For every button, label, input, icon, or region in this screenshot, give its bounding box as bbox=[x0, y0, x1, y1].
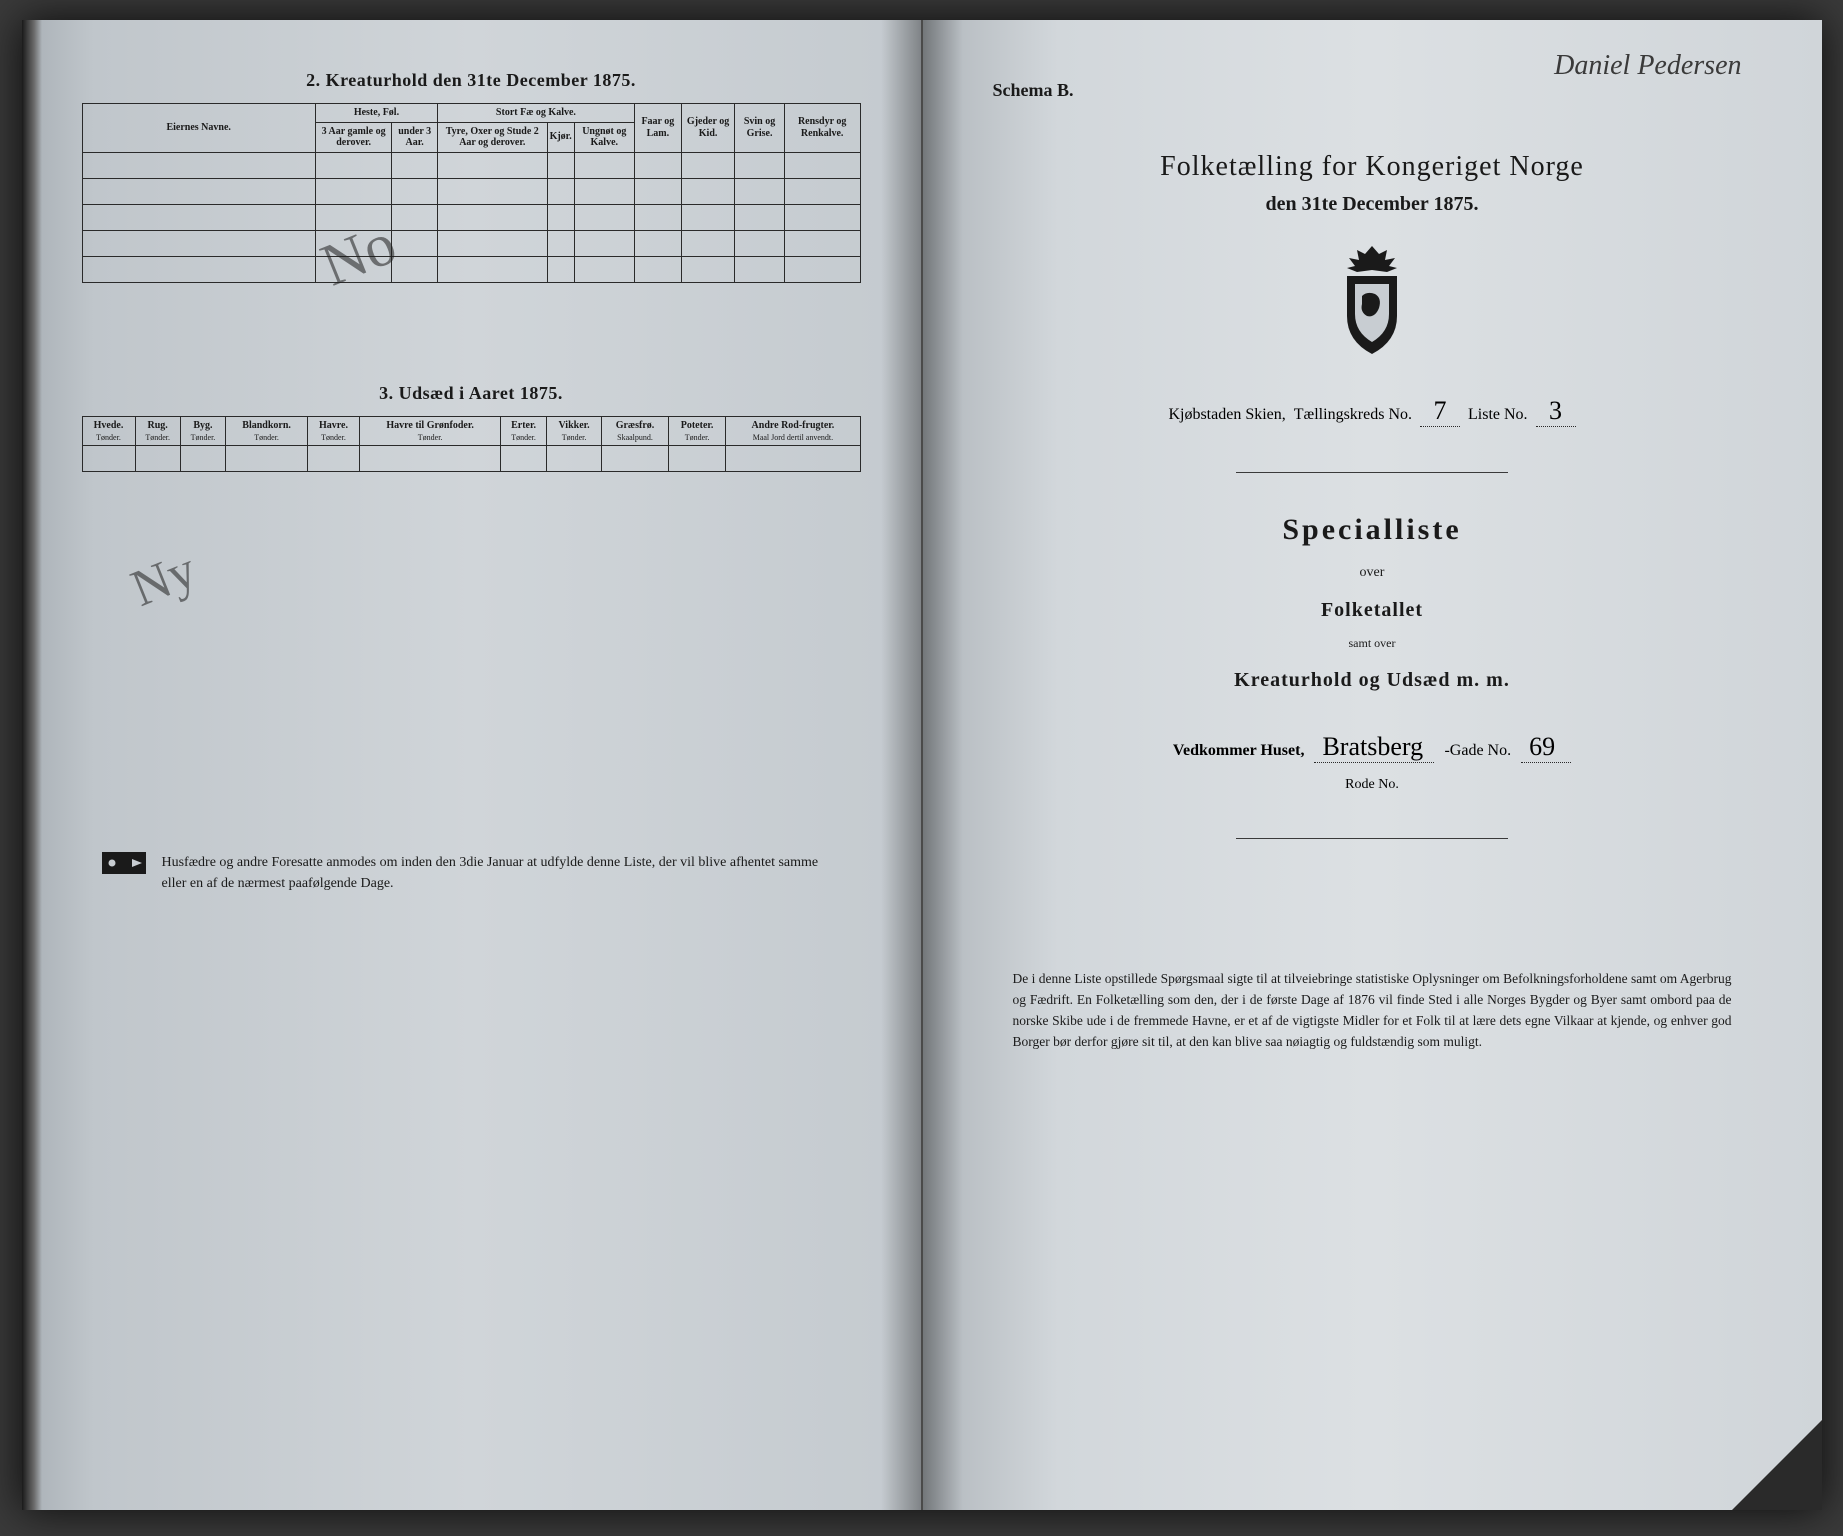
pointing-hand-icon bbox=[102, 852, 146, 874]
place-prefix: Kjøbstaden Skien, bbox=[1168, 406, 1285, 424]
census-title: Folketælling for Kongeriget Norge bbox=[983, 151, 1762, 183]
seed-col: Vikker.Tønder. bbox=[546, 416, 601, 446]
col-h1: 3 Aar gamle og derover. bbox=[315, 122, 391, 152]
col-c1: Tyre, Oxer og Stude 2 Aar og derover. bbox=[438, 122, 548, 152]
table-row bbox=[82, 230, 315, 256]
seed-col: Rug.Tønder. bbox=[135, 416, 180, 446]
section2-title: 2. Kreaturhold den 31te December 1875. bbox=[82, 70, 861, 91]
samt-label: samt over bbox=[983, 636, 1762, 651]
col-owner: Eiernes Navne. bbox=[82, 104, 315, 153]
census-date: den 31te December 1875. bbox=[983, 193, 1762, 216]
seed-col: Græsfrø.Skaalpund. bbox=[602, 416, 669, 446]
grp-horses: Heste, Føl. bbox=[315, 104, 437, 123]
page-fold bbox=[1732, 1420, 1822, 1510]
count-label: Tællingskreds No. bbox=[1294, 406, 1412, 424]
table-row bbox=[82, 256, 315, 282]
col-pigs: Svin og Grise. bbox=[735, 104, 785, 153]
seed-header-row: Hvede.Tønder. Rug.Tønder. Byg.Tønder. Bl… bbox=[82, 416, 860, 446]
seed-col: Andre Rod-frugter.Maal Jord dertil anven… bbox=[726, 416, 860, 446]
over-label: over bbox=[983, 565, 1762, 581]
house-line: Vedkommer Huset, Bratsberg -Gade No. 69 bbox=[983, 732, 1762, 763]
col-reindeer: Rensdyr og Renkalve. bbox=[784, 104, 860, 153]
right-page: Daniel Pedersen Schema B. Folketælling f… bbox=[923, 20, 1822, 1510]
col-c3: Ungnøt og Kalve. bbox=[574, 122, 634, 152]
seed-col: Erter.Tønder. bbox=[501, 416, 547, 446]
schema-label: Schema B. bbox=[993, 80, 1762, 101]
seed-col: Hvede.Tønder. bbox=[82, 416, 135, 446]
list-number: 3 bbox=[1536, 396, 1576, 427]
seed-col: Havre til Grønfoder.Tønder. bbox=[359, 416, 500, 446]
house-number: 69 bbox=[1521, 732, 1571, 763]
seed-table: Hvede.Tønder. Rug.Tønder. Byg.Tønder. Bl… bbox=[82, 416, 861, 473]
seed-col: Blandkorn.Tønder. bbox=[226, 416, 308, 446]
table-row bbox=[82, 152, 315, 178]
col-sheep: Faar og Lam. bbox=[634, 104, 681, 153]
gade-label: -Gade No. bbox=[1444, 742, 1511, 760]
explanatory-paragraph: De i denne Liste opstillede Spørgsmaal s… bbox=[983, 969, 1762, 1053]
document-spread: 2. Kreaturhold den 31te December 1875. E… bbox=[22, 20, 1822, 1510]
street-name: Bratsberg bbox=[1314, 732, 1434, 763]
col-c2: Kjør. bbox=[547, 122, 574, 152]
divider bbox=[1236, 472, 1509, 473]
count-number: 7 bbox=[1420, 396, 1460, 427]
col-goats: Gjeder og Kid. bbox=[681, 104, 734, 153]
handwritten-name: Daniel Pedersen bbox=[1554, 50, 1741, 82]
footnote-text: Husfædre og andre Foresatte anmodes om i… bbox=[162, 852, 841, 894]
left-page: 2. Kreaturhold den 31te December 1875. E… bbox=[22, 20, 923, 1510]
seed-col: Byg.Tønder. bbox=[180, 416, 225, 446]
table-row bbox=[82, 178, 315, 204]
folketallet-label: Folketallet bbox=[983, 599, 1762, 622]
list-label: Liste No. bbox=[1468, 406, 1528, 424]
handwritten-scrawl-2: Ny bbox=[123, 540, 204, 619]
kreatur-label: Kreaturhold og Udsæd m. m. bbox=[983, 669, 1762, 692]
spine-shadow bbox=[881, 20, 921, 1510]
table-row bbox=[82, 204, 315, 230]
grp-cattle: Stort Fæ og Kalve. bbox=[438, 104, 635, 123]
spine-shadow bbox=[923, 20, 963, 1510]
table-row bbox=[82, 446, 135, 472]
specialliste-title: Specialliste bbox=[983, 513, 1762, 547]
district-line: Kjøbstaden Skien, Tællingskreds No. 7 Li… bbox=[983, 396, 1762, 427]
footnote-row: Husfædre og andre Foresatte anmodes om i… bbox=[82, 852, 861, 894]
section3-title: 3. Udsæd i Aaret 1875. bbox=[82, 383, 861, 404]
seed-col: Havre.Tønder. bbox=[308, 416, 360, 446]
coat-of-arms-icon bbox=[1327, 246, 1417, 356]
rode-label: Rode No. bbox=[983, 777, 1762, 793]
vedkommer-label: Vedkommer Huset, bbox=[1173, 742, 1305, 760]
livestock-table: Eiernes Navne. Heste, Føl. Stort Fæ og K… bbox=[82, 103, 861, 283]
seed-col: Poteter.Tønder. bbox=[668, 416, 726, 446]
binding-edge bbox=[22, 20, 42, 1510]
col-h2: under 3 Aar. bbox=[392, 122, 438, 152]
divider bbox=[1236, 838, 1509, 839]
